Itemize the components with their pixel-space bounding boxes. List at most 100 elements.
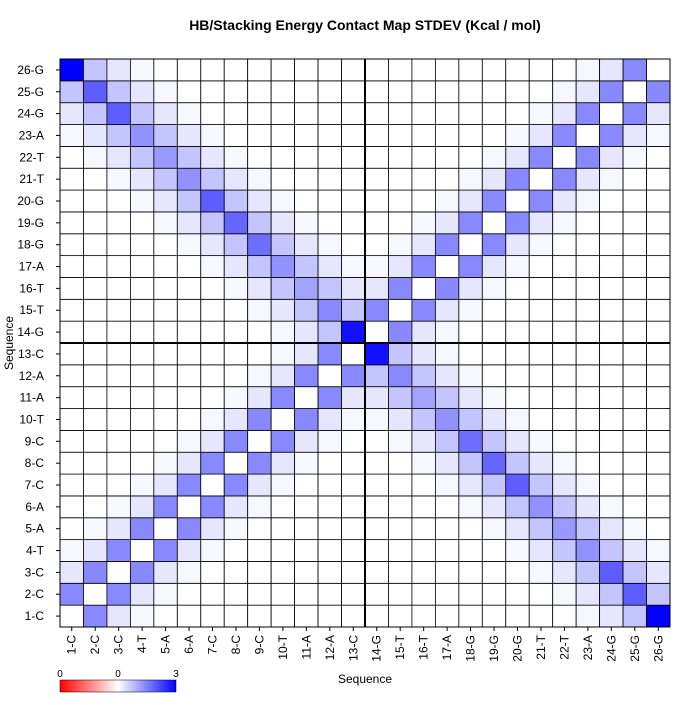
- heatmap-cell: [129, 604, 155, 628]
- heatmap-cell: [106, 211, 131, 235]
- heatmap-cell: [646, 233, 671, 257]
- heatmap-cell: [59, 189, 84, 213]
- heatmap-cell: [575, 364, 601, 388]
- heatmap-cell: [434, 495, 460, 519]
- heatmap-cell: [341, 124, 366, 147]
- heatmap-cell: [153, 539, 178, 562]
- heatmap-cell: [200, 473, 225, 497]
- heatmap-cell: [294, 167, 319, 191]
- heatmap-cell: [247, 342, 272, 366]
- heatmap-cell: [83, 451, 108, 475]
- heatmap-cell: [341, 561, 366, 584]
- heatmap-cell: [129, 451, 155, 475]
- x-tick-label: 10-T: [276, 634, 290, 659]
- heatmap-cell: [317, 298, 342, 322]
- heatmap-cell: [388, 473, 413, 497]
- heatmap-cell: [341, 495, 366, 519]
- y-tick-label: 13-C: [18, 347, 44, 361]
- heatmap-cell: [223, 429, 249, 453]
- heatmap-cell: [294, 342, 319, 366]
- heatmap-cell: [434, 561, 460, 584]
- heatmap-cell: [247, 320, 272, 344]
- heatmap-cell: [129, 233, 155, 257]
- heatmap-cell: [129, 495, 155, 519]
- heatmap-cell: [575, 582, 601, 606]
- y-tick-label: 16-T: [19, 281, 44, 295]
- heatmap-cell: [59, 451, 84, 475]
- heatmap-cell: [599, 364, 624, 388]
- heatmap-cell: [247, 582, 272, 606]
- heatmap-cell: [200, 451, 225, 475]
- heatmap-cell: [223, 80, 249, 104]
- heatmap-cell: [505, 364, 530, 388]
- y-tick-label: 3-C: [25, 565, 45, 579]
- heatmap-cell: [317, 582, 342, 606]
- heatmap-cell: [646, 102, 671, 125]
- heatmap-cell: [364, 211, 389, 235]
- heatmap-cell: [83, 80, 108, 104]
- heatmap-cell: [575, 255, 601, 278]
- heatmap-cell: [481, 386, 507, 409]
- heatmap-cell: [270, 102, 296, 125]
- heatmap-cell: [552, 473, 577, 497]
- heatmap-cell: [176, 604, 202, 628]
- heatmap-cell: [83, 233, 108, 257]
- heatmap-cell: [247, 539, 272, 562]
- heatmap-cell: [505, 277, 530, 300]
- heatmap-cell: [106, 561, 131, 584]
- heatmap-cell: [59, 539, 84, 562]
- heatmap-cell: [599, 429, 624, 453]
- heatmap-cell: [575, 320, 601, 344]
- heatmap-cell: [481, 495, 507, 519]
- heatmap-cell: [411, 211, 436, 235]
- heatmap-cell: [458, 495, 483, 519]
- heatmap-cell: [129, 473, 155, 497]
- heatmap-cell: [364, 167, 389, 191]
- colorbar-label: 0: [57, 669, 63, 680]
- heatmap-cell: [294, 451, 319, 475]
- heatmap-cell: [200, 364, 225, 388]
- heatmap-cell: [411, 539, 436, 562]
- heatmap-cell: [552, 277, 577, 300]
- y-tick-label: 14-G: [17, 325, 44, 339]
- heatmap-cell: [364, 80, 389, 104]
- heatmap-cell: [223, 58, 249, 82]
- heatmap-cell: [59, 145, 84, 169]
- heatmap-cell: [434, 582, 460, 606]
- heatmap-cell: [528, 320, 554, 344]
- heatmap-cell: [247, 255, 272, 278]
- heatmap-cell: [106, 58, 131, 82]
- heatmap-cell: [129, 277, 155, 300]
- x-tick-label: 17-A: [440, 635, 454, 660]
- x-tick-label: 1-C: [65, 635, 79, 655]
- heatmap-cell: [129, 189, 155, 213]
- heatmap-cell: [341, 604, 366, 628]
- heatmap-cell: [575, 342, 601, 366]
- heatmap-cell: [646, 429, 671, 453]
- heatmap-cell: [270, 167, 296, 191]
- heatmap-cell: [411, 364, 436, 388]
- y-tick-label: 6-A: [25, 500, 44, 514]
- heatmap-cell: [552, 102, 577, 125]
- heatmap-cell: [622, 277, 647, 300]
- heatmap-cell: [247, 189, 272, 213]
- x-tick-label: 11-A: [299, 635, 313, 659]
- colorbar-label: 0: [115, 669, 121, 680]
- heatmap-cell: [411, 102, 436, 125]
- heatmap-cell: [434, 517, 460, 541]
- heatmap-cell: [176, 539, 202, 562]
- heatmap-cell: [411, 342, 436, 366]
- heatmap-cell: [552, 189, 577, 213]
- heatmap-cell: [317, 408, 342, 431]
- heatmap-cell: [129, 320, 155, 344]
- heatmap-cell: [599, 189, 624, 213]
- heatmap-cell: [622, 320, 647, 344]
- heatmap-cell: [223, 364, 249, 388]
- heatmap-cell: [317, 495, 342, 519]
- heatmap-cell: [59, 473, 84, 497]
- y-tick-label: 22-T: [19, 150, 44, 164]
- heatmap-cell: [176, 233, 202, 257]
- heatmap-cell: [481, 539, 507, 562]
- heatmap-cell: [129, 342, 155, 366]
- heatmap-cell: [528, 408, 554, 431]
